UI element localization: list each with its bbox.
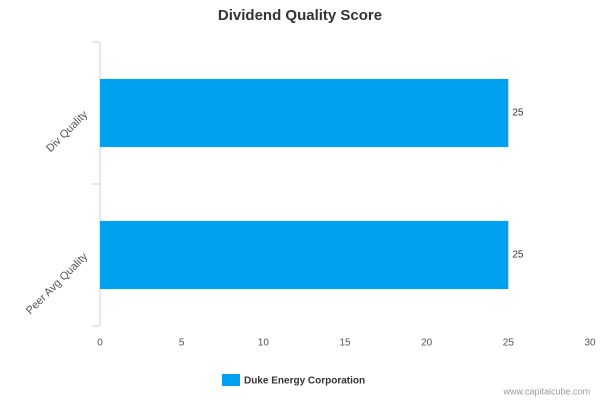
chart-title: Dividend Quality Score [218,7,382,24]
y-tick-label: Peer Avg Quality [24,250,91,317]
data-label: 25 [512,250,524,261]
data-label: 25 [512,108,524,119]
x-tick-label: 0 [97,338,103,349]
watermark: www.capitalcube.com [502,386,590,396]
x-tick-label: 10 [258,338,270,349]
legend-label: Duke Energy Corporation [244,376,365,387]
x-tick-label: 5 [179,338,185,349]
x-tick-label: 20 [421,338,433,349]
bar [100,220,509,290]
legend-swatch [222,374,240,386]
y-tick-label: Div Quality [44,108,90,154]
x-tick-label: 25 [503,338,515,349]
bar [100,78,509,148]
x-tick-label: 15 [339,338,351,349]
x-tick-label: 30 [584,338,596,349]
